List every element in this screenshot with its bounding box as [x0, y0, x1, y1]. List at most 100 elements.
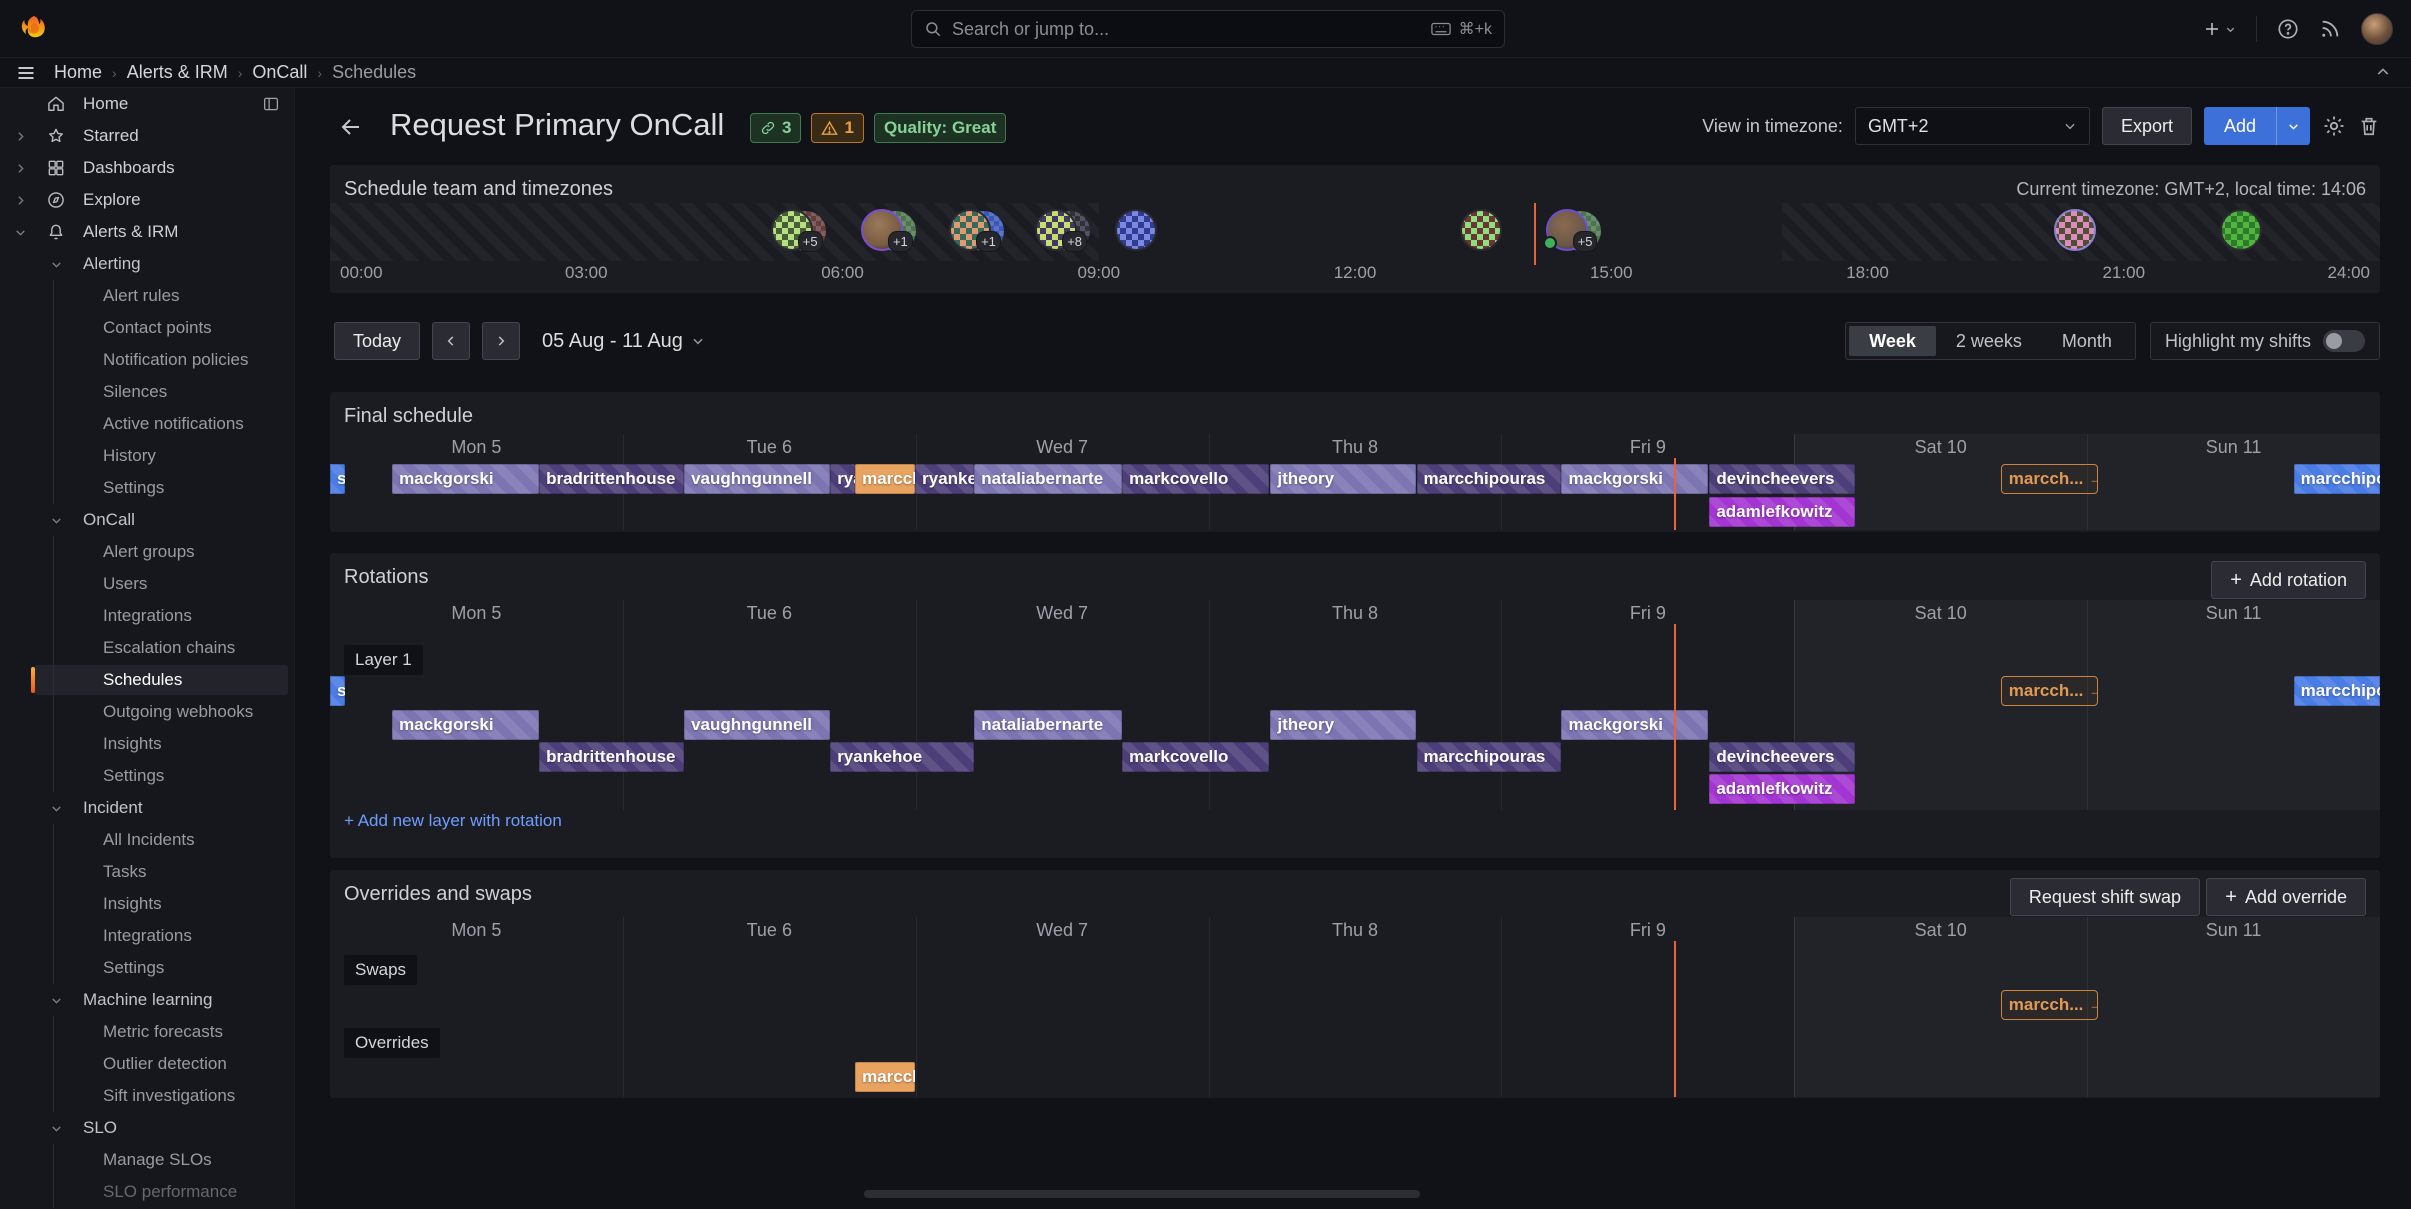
shift-bar[interactable]: marcchipouras: [1416, 742, 1562, 772]
shift-bar[interactable]: vaughngunnell: [684, 710, 831, 740]
sidebar-item-starred[interactable]: Starred: [0, 120, 294, 152]
user-avatar[interactable]: [2220, 209, 2263, 251]
sidebar-item-silences[interactable]: Silences: [0, 376, 294, 408]
shift-bar[interactable]: adamlefkowitz: [1709, 497, 1855, 527]
sidebar-item-integrations[interactable]: Integrations: [0, 920, 294, 952]
shift-bar[interactable]: devincheevers: [1709, 464, 1855, 494]
shift-swap-request[interactable]: marcch... → ?: [2000, 464, 2098, 494]
sidebar-item-manage-slos[interactable]: Manage SLOs: [0, 1144, 294, 1176]
quality-badge[interactable]: Quality: Great: [873, 113, 1007, 143]
sidebar-item-schedules[interactable]: Schedules: [0, 664, 294, 696]
sidebar-item-all-incidents[interactable]: All Incidents: [0, 824, 294, 856]
sidebar-item-escalation-chains[interactable]: Escalation chains: [0, 632, 294, 664]
date-range-selector[interactable]: 05 Aug - 11 Aug: [542, 330, 705, 353]
shift-swap-request[interactable]: marcch... → ?: [2000, 990, 2098, 1020]
shift-bar[interactable]: marcchipouras: [2293, 676, 2380, 706]
add-rotation-button[interactable]: + Add rotation: [2211, 561, 2366, 599]
sidebar-item-notification-policies[interactable]: Notification policies: [0, 344, 294, 376]
shift-swap-request[interactable]: marcch... → ?: [2000, 676, 2098, 706]
settings-gear-icon[interactable]: [2322, 114, 2346, 138]
linked-escalations-badge[interactable]: 3: [750, 113, 802, 143]
sidebar-item-dashboards[interactable]: Dashboards: [0, 152, 294, 184]
shift-bar[interactable]: ryankehoe: [915, 464, 975, 494]
shift-bar[interactable]: marcchipouras: [855, 1062, 916, 1092]
sidebar-item-tasks[interactable]: Tasks: [0, 856, 294, 888]
horizontal-scrollbar-thumb[interactable]: [864, 1190, 1420, 1198]
sidebar-item-home[interactable]: Home: [0, 88, 294, 120]
breadcrumb-item-oncall[interactable]: OnCall: [252, 62, 308, 82]
sidebar-item-alerting[interactable]: Alerting: [0, 248, 294, 280]
user-avatar[interactable]: [1115, 209, 1158, 251]
menu-toggle-icon[interactable]: [16, 63, 36, 83]
sidebar-item-insights[interactable]: Insights: [0, 888, 294, 920]
shift-bar[interactable]: marcchipouras: [2293, 464, 2380, 494]
shift-bar[interactable]: jtheory: [1270, 710, 1417, 740]
breadcrumb-item-home[interactable]: Home: [54, 62, 103, 82]
sidebar-item-users[interactable]: Users: [0, 568, 294, 600]
sidebar-item-alerts-irm[interactable]: Alerts & IRM: [0, 216, 294, 248]
sidebar-item-active-notifications[interactable]: Active notifications: [0, 408, 294, 440]
chevron-up-icon[interactable]: [2375, 64, 2391, 80]
sidebar-item-history[interactable]: History: [0, 440, 294, 472]
sidebar-item-integrations[interactable]: Integrations: [0, 600, 294, 632]
sidebar-item-insights[interactable]: Insights: [0, 728, 294, 760]
shift-bar[interactable]: adamlefkowitz: [1709, 774, 1855, 804]
chevron-down-icon[interactable]: [2276, 107, 2310, 145]
user-avatar[interactable]: [1459, 209, 1502, 251]
export-button[interactable]: Export: [2101, 107, 2192, 145]
shift-bar[interactable]: mackgorski: [392, 464, 540, 494]
shift-bar[interactable]: vaughngunnell: [684, 464, 831, 494]
sidebar-item-sift-investigations[interactable]: Sift investigations: [0, 1080, 294, 1112]
user-avatar[interactable]: [2054, 209, 2097, 251]
sidebar-item-alert-rules[interactable]: Alert rules: [0, 280, 294, 312]
shift-bar[interactable]: s: [330, 464, 345, 494]
next-week-button[interactable]: [482, 322, 521, 360]
sidebar-item-settings[interactable]: Settings: [0, 472, 294, 504]
delete-trash-icon[interactable]: [2358, 115, 2380, 137]
shift-bar[interactable]: devincheevers: [1709, 742, 1855, 772]
today-button[interactable]: Today: [334, 322, 421, 360]
sidebar-item-settings[interactable]: Settings: [0, 952, 294, 984]
shift-bar[interactable]: mackgorski: [1561, 464, 1709, 494]
shift-bar[interactable]: bradrittenhouse: [539, 464, 685, 494]
sidebar-item-outlier-detection[interactable]: Outlier detection: [0, 1048, 294, 1080]
shift-bar[interactable]: ryankehoe: [830, 742, 975, 772]
sidebar-item-outgoing-webhooks[interactable]: Outgoing webhooks: [0, 696, 294, 728]
shift-bar[interactable]: marcchipouras: [855, 464, 916, 494]
shift-bar[interactable]: marcchipouras: [1416, 464, 1562, 494]
add-button[interactable]: Add: [2203, 107, 2310, 145]
sidebar-item-settings[interactable]: Settings: [0, 760, 294, 792]
view-option-2-weeks[interactable]: 2 weeks: [1955, 331, 2022, 351]
previous-week-button[interactable]: [432, 322, 471, 360]
sidebar-item-slo[interactable]: SLO: [0, 1112, 294, 1144]
help-icon[interactable]: [2277, 18, 2299, 40]
shift-bar[interactable]: nataliabernarte: [974, 464, 1123, 494]
highlight-toggle[interactable]: [2323, 330, 2365, 352]
sidebar-item-explore[interactable]: Explore: [0, 184, 294, 216]
add-layer-link[interactable]: + Add new layer with rotation: [344, 811, 562, 830]
warnings-badge[interactable]: 1: [811, 113, 864, 143]
shift-bar[interactable]: jtheory: [1270, 464, 1417, 494]
view-option-week[interactable]: Week: [1849, 326, 1936, 356]
sidebar-item-oncall[interactable]: OnCall: [0, 504, 294, 536]
news-feed-icon[interactable]: [2319, 18, 2341, 40]
shift-bar[interactable]: mackgorski: [392, 710, 540, 740]
sidebar-item-incident[interactable]: Incident: [0, 792, 294, 824]
shift-bar[interactable]: markcovello: [1122, 464, 1270, 494]
shift-bar[interactable]: markcovello: [1122, 742, 1270, 772]
shift-bar[interactable]: nataliabernarte: [974, 710, 1123, 740]
request-shift-swap-button[interactable]: Request shift swap: [2009, 878, 2200, 916]
breadcrumb-item-alerts-irm[interactable]: Alerts & IRM: [126, 62, 228, 82]
dock-sidebar-icon[interactable]: [262, 95, 280, 113]
view-option-month[interactable]: Month: [2061, 331, 2112, 351]
sidebar-item-metric-forecasts[interactable]: Metric forecasts: [0, 1016, 294, 1048]
search-input[interactable]: Search or jump to... ⌘+k: [911, 10, 1505, 48]
sidebar-item-slo-performance[interactable]: SLO performance: [0, 1176, 294, 1208]
user-avatar[interactable]: [2361, 13, 2393, 45]
shift-bar[interactable]: s: [330, 676, 345, 706]
shift-bar[interactable]: mackgorski: [1561, 710, 1709, 740]
grafana-logo-icon[interactable]: [18, 13, 50, 45]
new-item-button[interactable]: [2203, 20, 2236, 38]
sidebar-item-machine-learning[interactable]: Machine learning: [0, 984, 294, 1016]
shift-bar[interactable]: ryankehoe: [830, 464, 856, 494]
